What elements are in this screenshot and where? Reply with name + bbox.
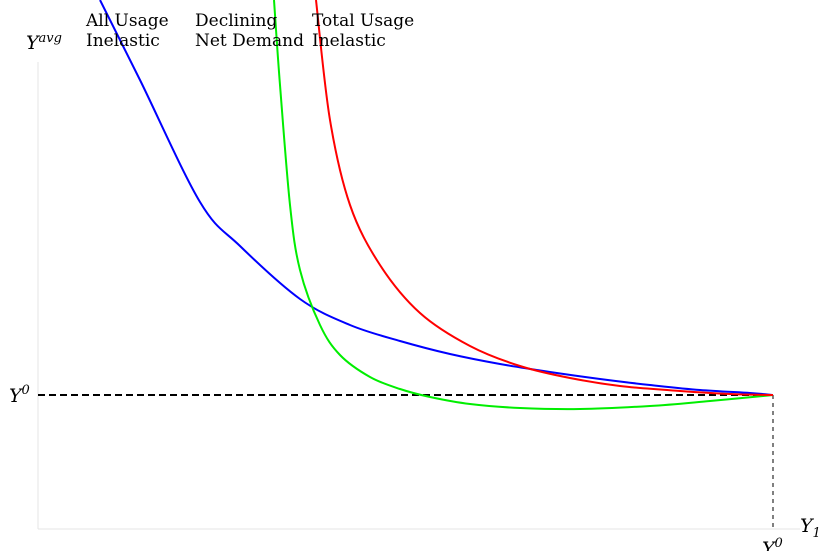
y0-tick-label-sup: 0 (22, 383, 30, 398)
series-label-3-line2: Inelastic (312, 31, 386, 51)
x-axis-label-main: Y (800, 515, 815, 537)
y-axis-label-sup: avg (39, 31, 62, 46)
series-label-1-line1: All Usage (85, 11, 169, 31)
series-layer (99, 0, 774, 411)
x-axis-label: Y1 (800, 515, 821, 541)
series-label-3-line1: Total Usage (312, 11, 414, 31)
y0-tick-label-main: Y (9, 385, 24, 407)
series-line-3 (315, 0, 774, 396)
series-label-1-line2: Inelastic (86, 31, 160, 51)
series-label-2-line2: Net Demand (195, 31, 304, 51)
series-line-1 (99, 0, 774, 396)
series-label-3: Total Usage Inelastic (312, 11, 414, 51)
series-line-2 (273, 0, 774, 411)
y-axis-label-main: Y (26, 32, 41, 54)
x0-tick-label-sup: 0 (775, 536, 783, 551)
x0-tick-label-main: Y (762, 538, 777, 551)
x0-tick-label: Y0 (762, 536, 783, 551)
series-label-1: All Usage Inelastic (85, 11, 169, 51)
series-label-2: Declining Net Demand (195, 11, 304, 51)
y0-tick-label: Y0 (9, 383, 30, 407)
x-axis-label-sub: 1 (813, 526, 821, 541)
y-axis-label: Yavg (26, 31, 62, 54)
series-label-2-line1: Declining (195, 11, 277, 31)
